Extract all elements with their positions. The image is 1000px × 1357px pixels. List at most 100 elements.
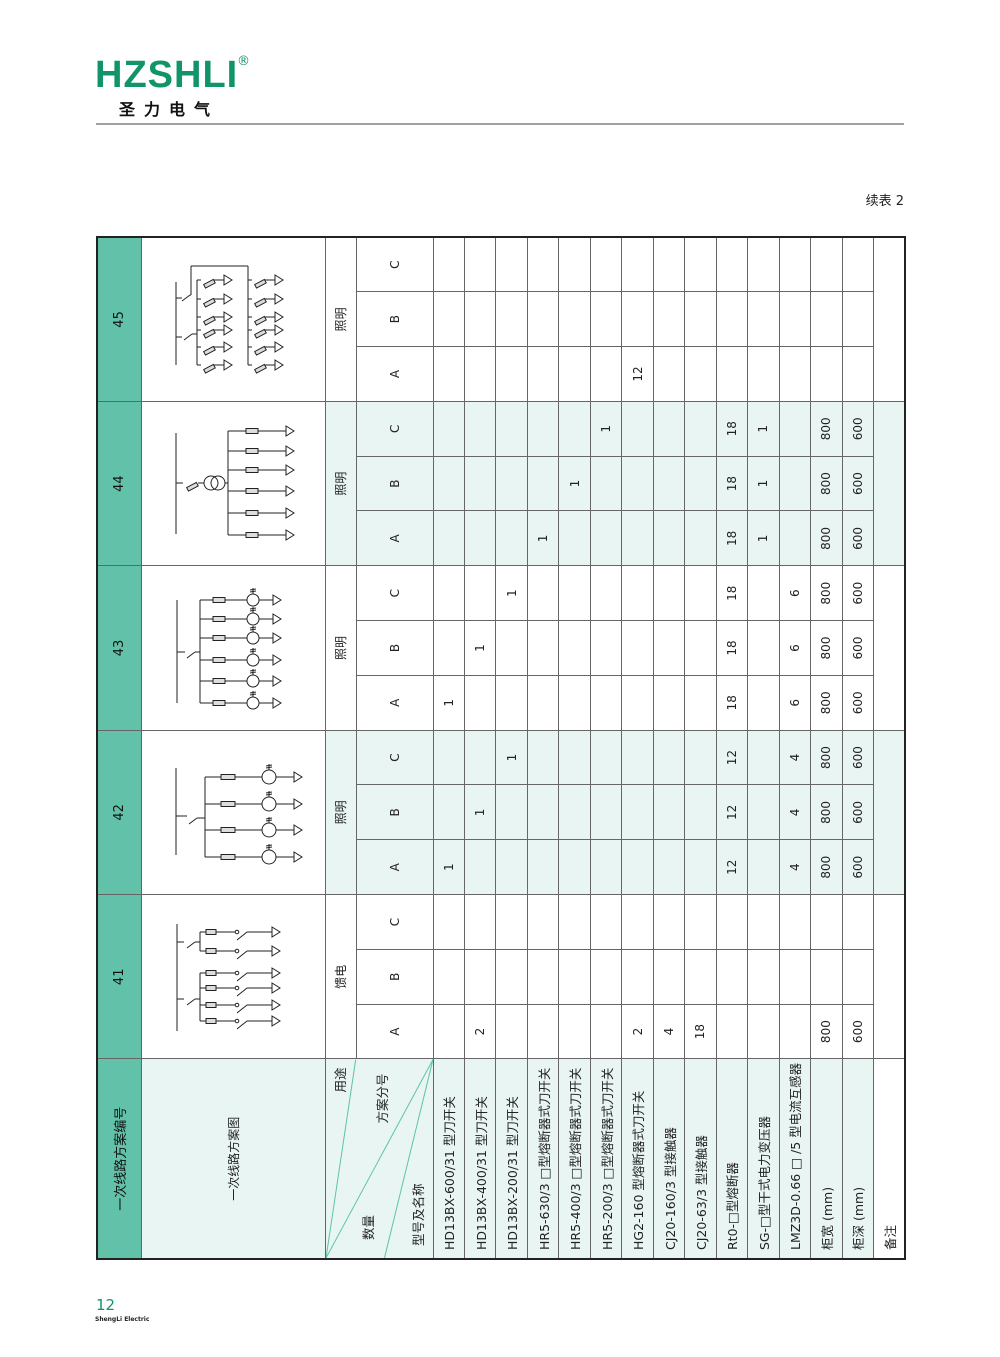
row-label: CJ20-63/3 型接触器 bbox=[684, 1059, 717, 1259]
page-number: 12 bbox=[96, 1296, 116, 1314]
value-cell bbox=[621, 730, 654, 785]
value-cell bbox=[621, 236, 654, 292]
scheme-number: 42 bbox=[97, 730, 141, 895]
value-cell bbox=[684, 949, 717, 1005]
value-cell bbox=[810, 291, 843, 347]
value-cell bbox=[653, 839, 685, 895]
value-cell bbox=[558, 346, 591, 402]
value-cell: 6 bbox=[779, 565, 811, 621]
scheme-sub: C bbox=[356, 236, 433, 292]
value-cell bbox=[495, 949, 528, 1005]
value-cell: 2 bbox=[621, 1004, 654, 1059]
sub-label: 方案分号 bbox=[374, 1073, 390, 1124]
row-label: HD13BX-600/31 型刀开关 bbox=[433, 1059, 465, 1259]
scheme-sub: B bbox=[356, 949, 433, 1005]
value-cell: 1 bbox=[747, 456, 780, 511]
value-cell bbox=[621, 510, 654, 566]
value-cell bbox=[527, 839, 559, 895]
value-cell bbox=[433, 236, 465, 292]
table-row: CJ20-63/3 型接触器 18 bbox=[684, 236, 717, 1259]
value-cell bbox=[653, 894, 685, 950]
value-cell bbox=[747, 894, 780, 950]
value-cell: 600 bbox=[842, 620, 874, 676]
value-cell bbox=[684, 565, 717, 621]
value-cell: 800 bbox=[810, 730, 843, 785]
value-cell bbox=[747, 730, 780, 785]
value-cell bbox=[527, 949, 559, 1005]
value-cell bbox=[433, 401, 465, 457]
scheme-sub: A bbox=[356, 675, 433, 731]
value-cell bbox=[747, 675, 780, 731]
remark-cell bbox=[873, 565, 906, 731]
value-cell: 2 bbox=[464, 1004, 496, 1059]
value-cell bbox=[779, 456, 811, 511]
value-cell bbox=[495, 236, 528, 292]
table-row: HD13BX-400/31 型刀开关 2 1 1 bbox=[464, 236, 496, 1259]
value-cell bbox=[590, 291, 622, 347]
row-label: Rt0-□型熔断器 bbox=[716, 1059, 748, 1259]
value-cell bbox=[779, 949, 811, 1005]
value-cell bbox=[495, 620, 528, 676]
value-cell bbox=[558, 785, 591, 840]
value-cell: 600 bbox=[842, 456, 874, 511]
value-cell bbox=[527, 730, 559, 785]
value-cell bbox=[464, 675, 496, 731]
value-cell bbox=[433, 456, 465, 511]
value-cell bbox=[621, 949, 654, 1005]
diagonal-lines bbox=[325, 1059, 433, 1258]
value-cell bbox=[464, 456, 496, 511]
value-cell bbox=[653, 620, 685, 676]
value-cell bbox=[433, 785, 465, 840]
value-cell bbox=[590, 675, 622, 731]
value-cell bbox=[590, 949, 622, 1005]
value-cell bbox=[464, 730, 496, 785]
remark-cell bbox=[873, 730, 906, 895]
value-cell bbox=[779, 346, 811, 402]
value-cell: 4 bbox=[779, 785, 811, 840]
table-row: HR5-200/3 □型熔断器式刀开关 1 bbox=[590, 236, 622, 1259]
value-cell bbox=[684, 401, 717, 457]
registered-mark: ® bbox=[237, 54, 250, 69]
lighting-transformer-diagram-icon bbox=[175, 425, 295, 542]
value-cell bbox=[433, 510, 465, 566]
value-cell bbox=[433, 730, 465, 785]
value-cell bbox=[558, 401, 591, 457]
value-cell bbox=[747, 620, 780, 676]
value-cell bbox=[433, 949, 465, 1005]
value-cell bbox=[495, 894, 528, 950]
value-cell bbox=[684, 785, 717, 840]
table-row: 备注 bbox=[873, 236, 906, 1259]
value-cell bbox=[590, 730, 622, 785]
value-cell: 600 bbox=[842, 839, 874, 895]
value-cell bbox=[810, 894, 843, 950]
value-cell: 18 bbox=[716, 620, 748, 676]
value-cell bbox=[527, 346, 559, 402]
value-cell bbox=[621, 456, 654, 511]
value-cell bbox=[842, 236, 874, 292]
value-cell: 12 bbox=[716, 730, 748, 785]
value-cell bbox=[747, 785, 780, 840]
value-cell bbox=[590, 839, 622, 895]
value-cell bbox=[527, 1004, 559, 1059]
value-cell bbox=[558, 620, 591, 676]
scheme-use: 照明 bbox=[325, 730, 356, 895]
value-cell bbox=[495, 785, 528, 840]
scheme-number: 45 bbox=[97, 236, 141, 402]
value-cell: 600 bbox=[842, 1004, 874, 1059]
scheme-sub: B bbox=[356, 291, 433, 347]
scheme-table: 一次线路方案编号 41 42 43 44 45 一次线路方案图 用途 方案分号 数量 型号及… bbox=[96, 235, 907, 1260]
value-cell bbox=[527, 620, 559, 676]
value-cell bbox=[653, 236, 685, 292]
value-cell bbox=[747, 565, 780, 621]
value-cell: 800 bbox=[810, 456, 843, 511]
table-row: CJ20-160/3 型接触器 4 bbox=[653, 236, 685, 1259]
value-cell bbox=[495, 456, 528, 511]
scheme-sub: C bbox=[356, 894, 433, 950]
value-cell bbox=[621, 291, 654, 347]
value-cell bbox=[810, 346, 843, 402]
value-cell bbox=[684, 730, 717, 785]
brand-name: HZSHLI bbox=[95, 54, 239, 96]
value-cell: 600 bbox=[842, 510, 874, 566]
value-cell bbox=[716, 1004, 748, 1059]
table-row: HD13BX-600/31 型刀开关 1 1 bbox=[433, 236, 465, 1259]
